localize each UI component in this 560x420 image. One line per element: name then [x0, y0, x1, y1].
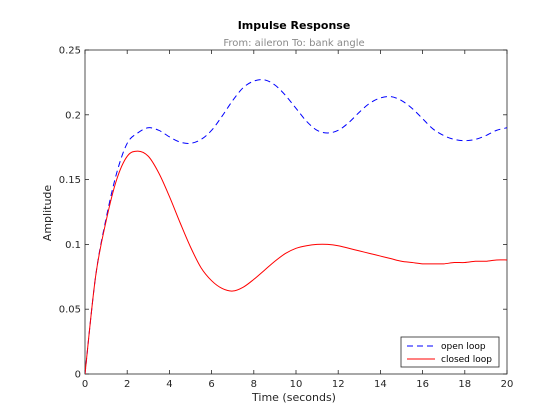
y-tick-label: 0.25 [59, 46, 81, 57]
x-tick-label: 4 [166, 379, 172, 390]
y-tick-label: 0.15 [59, 175, 81, 186]
x-tick-label: 10 [290, 379, 303, 390]
y-axis-label: Amplitude [41, 185, 54, 242]
x-tick-label: 12 [332, 379, 345, 390]
chart-title: Impulse Response [238, 19, 351, 32]
series-layer [85, 79, 507, 374]
y-tick-label: 0 [75, 370, 81, 381]
y-tick-label: 0.1 [65, 240, 81, 251]
x-tick-label: 16 [416, 379, 429, 390]
plot-area [84, 49, 508, 375]
y-tick-label: 0.05 [59, 305, 81, 316]
chart-subtitle: From: aileron To: bank angle [223, 38, 364, 49]
x-tick-label: 20 [501, 379, 514, 390]
series-line-closed-loop [85, 150, 507, 374]
legend-box [400, 336, 500, 368]
x-tick-label: 6 [208, 379, 214, 390]
x-tick-label: 0 [82, 379, 88, 390]
x-tick-label: 18 [458, 379, 471, 390]
x-axis-label: Time (seconds) [251, 391, 336, 404]
y-tick-label: 0.2 [65, 110, 81, 121]
axis-ticks: 0 2 4 6 8 10 12 14 16 18 20 0 0.05 0.1 0.15 0.2 0.25 [59, 46, 514, 391]
series-line-open-loop [85, 79, 507, 374]
legend-label: closed loop [441, 355, 492, 365]
legend-label: open loop [441, 342, 486, 352]
x-tick-label: 8 [251, 379, 257, 390]
x-tick-label: 2 [124, 379, 130, 390]
legend: open loop closed loop [400, 336, 500, 368]
x-tick-label: 14 [374, 379, 387, 390]
